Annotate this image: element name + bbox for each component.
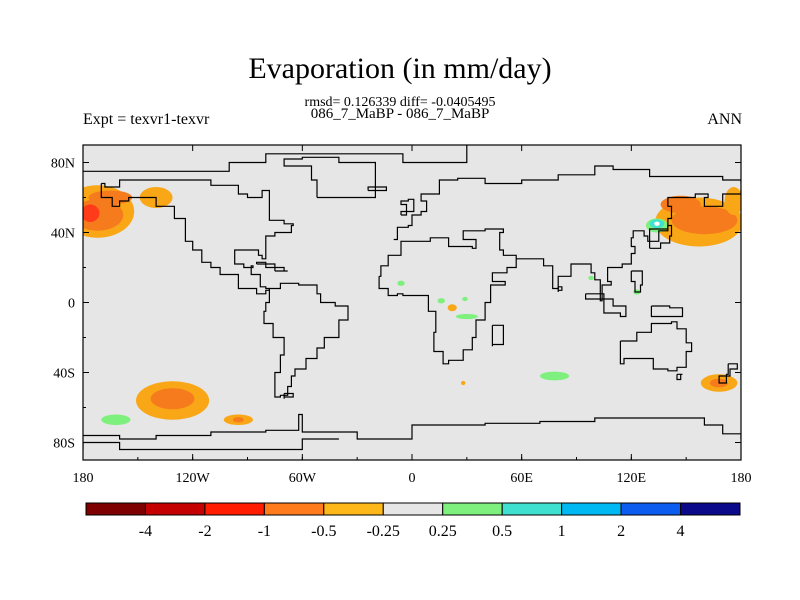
coastline: [676, 373, 683, 381]
colorbar: -4 -2 -1 -0.5 -0.25 0.25 0.5 1 2 4: [85, 502, 741, 540]
coastline: [83, 438, 339, 451]
coastline: [557, 286, 563, 292]
y-tick-label: 40N: [51, 227, 75, 242]
coastline: [378, 228, 517, 365]
colorbar-label: -2: [198, 523, 211, 540]
coastline: [718, 363, 738, 384]
y-tick-label: 0: [68, 297, 75, 312]
colorbar-label: 4: [677, 523, 685, 540]
coastline: [100, 179, 294, 295]
colorbar-label: 0.25: [429, 523, 457, 540]
anomaly-patch: [83, 204, 100, 222]
anomaly-patch: [660, 195, 701, 214]
x-tick-label: 60E: [510, 471, 533, 486]
coastline: [585, 293, 627, 318]
y-tick-label: 40S: [53, 367, 75, 382]
anomaly-patch: [462, 296, 468, 302]
coastline: [367, 186, 387, 192]
colorbar-swatch: [680, 502, 741, 516]
x-tick-label: 60W: [289, 471, 317, 486]
colorbar-swatch: [144, 502, 206, 516]
colorbar-swatch: [501, 502, 563, 516]
colorbar-swatch: [620, 502, 682, 516]
y-tick-label: 80S: [53, 437, 75, 452]
subtitle: 086_7_MaBP - 086_7_MaBP: [310, 106, 490, 122]
colorbar-swatch: [263, 502, 325, 516]
anomaly-patch: [232, 417, 244, 423]
anomaly-patch: [437, 298, 445, 304]
coastline: [83, 413, 741, 440]
coastline: [263, 282, 349, 398]
colorbar-label: 0.5: [492, 523, 512, 540]
colorbar-swatch: [561, 502, 622, 516]
coastline: [491, 324, 504, 347]
colorbar-label: -0.5: [311, 523, 336, 540]
colorbar-swatch: [204, 502, 265, 516]
coastline: [83, 145, 468, 172]
coastline: [630, 270, 643, 293]
coastline: [516, 188, 741, 302]
anomaly-patch: [724, 187, 741, 215]
colorbar-swatch: [442, 502, 503, 516]
anomaly-patch: [447, 304, 457, 312]
anomaly-patch: [101, 414, 131, 425]
anomaly-patch: [671, 206, 738, 235]
colorbar-swatch: [382, 502, 444, 516]
colorbar-swatch: [85, 502, 146, 516]
coastline: [400, 198, 415, 216]
colorbar-label: 1: [558, 523, 566, 540]
anomaly-patch: [397, 280, 405, 286]
coastline: [393, 165, 741, 241]
coastline: [283, 156, 376, 199]
x-tick-label: 0: [409, 471, 416, 486]
colorbar-label: 2: [617, 523, 625, 540]
y-tick-label: 80N: [51, 157, 75, 172]
anomaly-patch: [455, 313, 478, 320]
x-tick-label: 180: [731, 471, 752, 486]
x-axis: 180 120W 60W 0 60E 120E 180: [73, 145, 752, 486]
coastline: [650, 305, 684, 318]
x-tick-label: 120W: [176, 471, 211, 486]
season-label: ANN: [707, 111, 742, 128]
coastline: [619, 321, 693, 372]
colorbar-label: -4: [139, 523, 152, 540]
coastline: [283, 392, 294, 399]
anomaly-patch: [539, 371, 570, 381]
x-tick-label: 120E: [617, 471, 647, 486]
coastline: [256, 261, 276, 269]
stats-line: rmsd= 0.126339 diff= -0.0405495: [304, 95, 496, 110]
coastline-layer: [83, 145, 741, 451]
chart-title: Evaporation (in mm/day): [248, 52, 552, 85]
x-tick-label: 180: [73, 471, 94, 486]
anomaly-patch: [654, 221, 660, 226]
colorbar-label: -0.25: [367, 523, 400, 540]
coastline: [649, 224, 673, 249]
colorbar-label: -1: [258, 523, 271, 540]
y-axis: 80N 40N 0 40S 80S: [51, 157, 741, 452]
anomaly-patch: [150, 388, 195, 410]
anomaly-patch: [588, 275, 594, 281]
coastline: [274, 266, 288, 272]
anomaly-patch: [460, 380, 466, 386]
experiment-label: Expt = texvr1-texvr: [83, 111, 210, 128]
colorbar-swatch: [323, 502, 384, 516]
